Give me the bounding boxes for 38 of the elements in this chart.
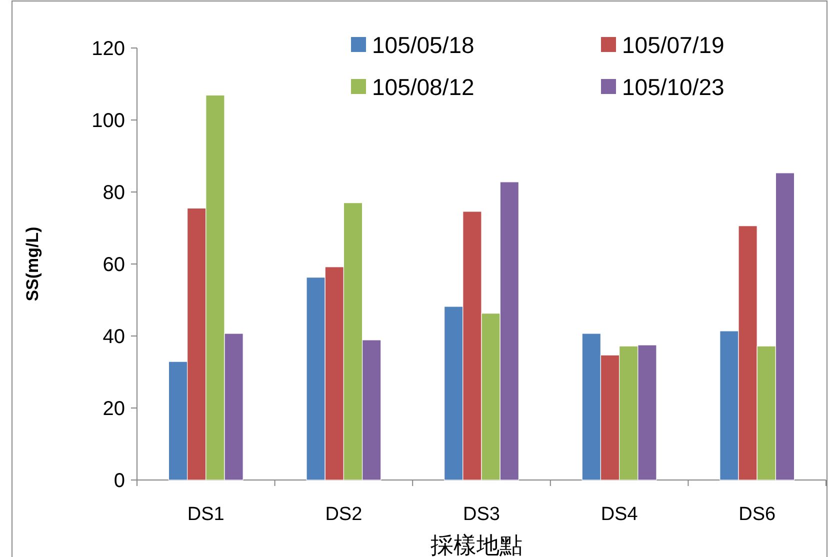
bar [444,306,464,480]
bar [720,330,739,480]
bar [462,211,482,480]
legend-label: 105/08/12 [372,74,474,100]
x-tick-label: DS2 [325,504,362,525]
y-tick-label: 60 [102,254,125,276]
legend-label: 105/07/19 [622,32,724,58]
y-tick-label: 40 [102,326,125,348]
x-axis-title: 採樣地點 [430,533,522,557]
bar [738,226,758,480]
y-tick-label: 80 [102,182,125,204]
bar [206,94,225,480]
bar [224,333,244,480]
bar [638,344,657,480]
bar [306,277,326,480]
bar [600,354,620,480]
x-tick-label: DS1 [187,504,224,525]
y-tick-label: 120 [92,38,125,60]
bar [362,340,382,480]
y-tick-label: 20 [102,398,125,420]
bar [168,361,188,480]
bar [186,208,206,480]
bar [756,346,776,480]
x-tick-label: DS3 [463,504,500,525]
bar [481,313,500,480]
legend-label: 105/10/23 [622,74,724,100]
bar [500,182,520,480]
y-axis-title: SS(mg/L) [23,226,42,302]
y-tick-label: 100 [92,110,125,132]
x-tick-label: DS6 [738,504,776,525]
legend-label: 105/05/18 [372,32,474,58]
bar [619,346,638,480]
bar [775,172,795,480]
x-tick-label: DS4 [600,504,638,525]
y-tick-label: 0 [114,470,125,492]
bar [324,266,344,480]
bar [343,202,363,480]
bar [582,333,601,480]
